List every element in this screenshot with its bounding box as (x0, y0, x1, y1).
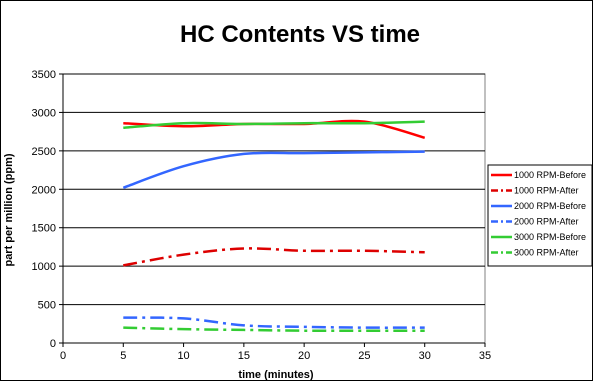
series-line-1000-rpm-after (123, 247, 425, 267)
y-tick-label: 1500 (32, 223, 56, 235)
y-tick-label: 2000 (32, 184, 56, 196)
x-tick-label: 20 (298, 350, 310, 362)
plot-background (62, 73, 486, 344)
y-tick-label: 3500 (32, 69, 56, 81)
legend: 1000 RPM-Before 1000 RPM-After 2000 RPM-Be… (487, 164, 593, 267)
series-line-2000-rpm-after (123, 316, 425, 329)
legend-label-2000-rpm-before: 2000 RPM-Before (514, 201, 586, 211)
y-tick-label: 3000 (32, 107, 56, 119)
y-tick-label: 0 (50, 338, 56, 350)
legend-label-1000-rpm-before: 1000 RPM-Before (514, 170, 586, 180)
x-tick-label: 30 (419, 350, 431, 362)
series-layer (122, 119, 426, 333)
axis-layer: 0 500 1000 1500 2000 2500 3000 3500 0 5 10 15 20 25 30… (32, 69, 492, 362)
x-tick-label: 10 (177, 350, 189, 362)
legend-label-3000-rpm-after: 3000 RPM-After (514, 248, 579, 258)
legend-box (487, 164, 593, 267)
x-tick-label: 15 (238, 350, 250, 362)
legend-label-2000-rpm-after: 2000 RPM-After (514, 217, 579, 227)
x-tick-label: 35 (479, 350, 491, 362)
legend-label-1000-rpm-after: 1000 RPM-After (514, 186, 579, 196)
y-axis-title: part per million (ppm) (3, 153, 15, 266)
y-tick-label: 500 (38, 300, 56, 312)
x-axis-title: time (minutes) (238, 369, 314, 381)
series-line-3000-rpm-before (123, 120, 425, 130)
y-tick-label: 2500 (32, 146, 56, 158)
y-tick-label: 1000 (32, 261, 56, 273)
x-tick-label: 5 (120, 350, 126, 362)
x-tick-label: 25 (358, 350, 370, 362)
x-tick-label: 0 (60, 350, 66, 362)
plot-area (62, 73, 486, 344)
series-line-3000-rpm-after (123, 326, 425, 333)
series-line-2000-rpm-before (122, 150, 425, 189)
chart-title: HC Contents VS time (180, 21, 420, 48)
legend-label-3000-rpm-before: 3000 RPM-Before (514, 232, 586, 242)
